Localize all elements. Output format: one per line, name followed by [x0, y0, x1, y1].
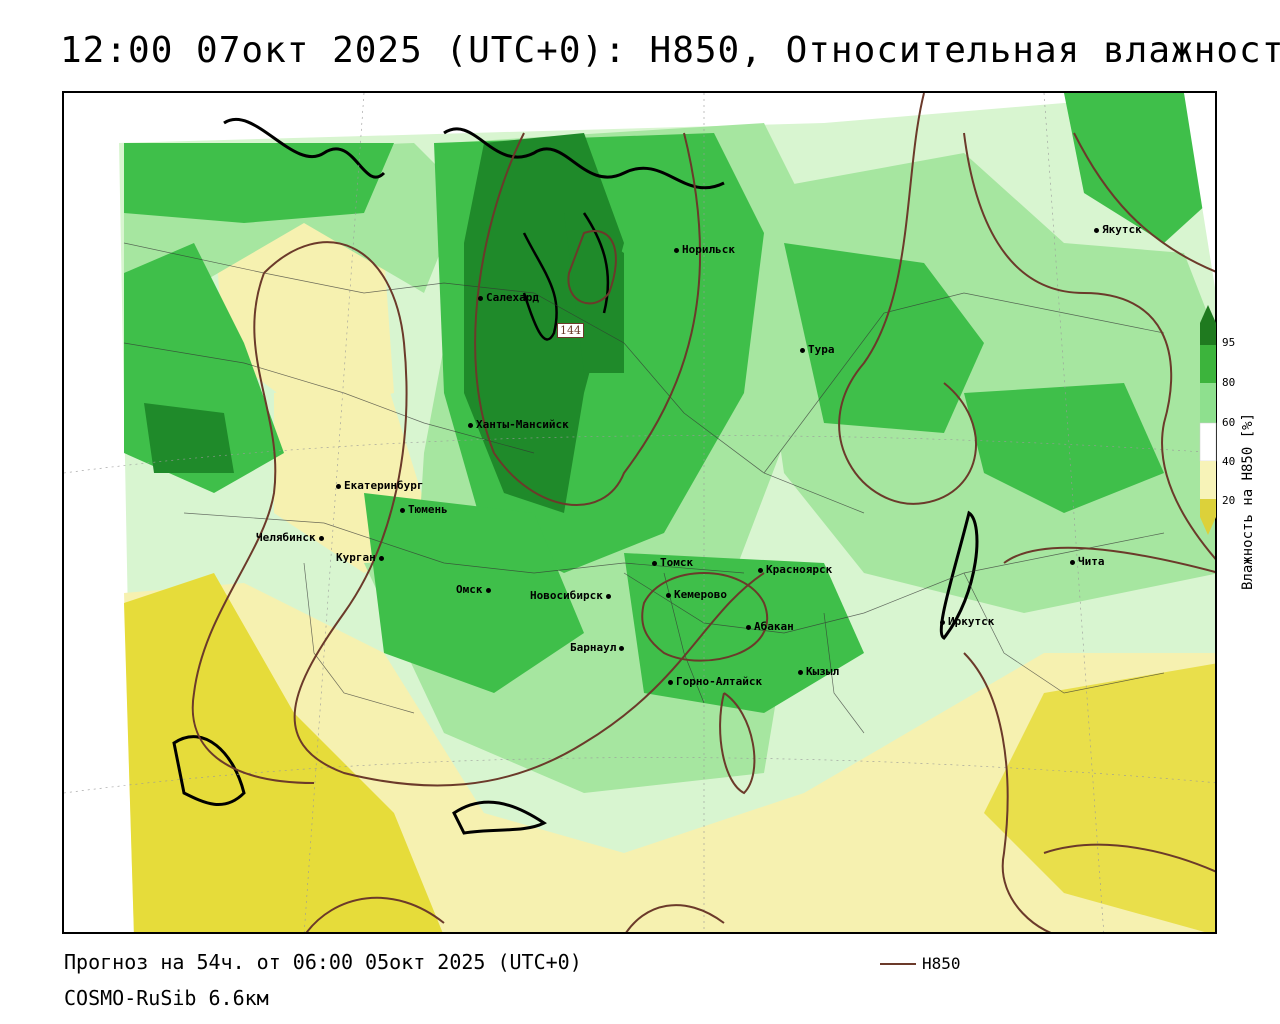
city-label: Омск	[456, 583, 494, 596]
legend-tick: 95	[1222, 336, 1236, 349]
city-label: Красноярск	[758, 563, 832, 576]
map-title: 12:00 07окт 2025 (UTC+0): H850, Относите…	[60, 30, 1280, 71]
contour-legend: H850	[880, 954, 961, 973]
city-label: Абакан	[746, 620, 794, 633]
legend-title: Влажность на H850 [%]	[1240, 412, 1256, 590]
city-label: Тура	[800, 343, 835, 356]
city-label: Екатеринбург	[336, 479, 423, 492]
city-label: Чита	[1070, 555, 1105, 568]
city-label: Томск	[652, 556, 693, 569]
contour-legend-label: H850	[922, 954, 961, 973]
city-label: Салехард	[478, 291, 539, 304]
city-label: Якутск	[1094, 223, 1142, 236]
legend-tick: 60	[1222, 416, 1236, 429]
contour-line-swatch	[880, 962, 916, 965]
contour-value-label: 144	[557, 323, 584, 338]
city-label: Кызыл	[798, 665, 839, 678]
city-label: Челябинск	[256, 531, 327, 544]
city-label: Кемерово	[666, 588, 727, 601]
forecast-info: Прогноз на 54ч. от 06:00 05окт 2025 (UTC…	[64, 950, 582, 974]
city-label: Новосибирск	[530, 589, 614, 602]
city-label: Курган	[336, 551, 387, 564]
city-label: Ханты-Мансийск	[468, 418, 569, 431]
city-label: Барнаул	[570, 641, 627, 654]
city-label: Тюмень	[400, 503, 448, 516]
humidity-field	[64, 93, 1215, 932]
model-name: COSMO-RuSib 6.6км	[64, 986, 269, 1010]
legend-tick: 80	[1222, 376, 1236, 389]
humidity-legend-bar	[1199, 305, 1217, 535]
legend-tick: 20	[1222, 494, 1236, 507]
city-label: Иркутск	[940, 615, 994, 628]
legend-tick: 40	[1222, 455, 1236, 468]
map-area[interactable]: 144 Норильск Якутск Салехард Тура Ханты-…	[62, 91, 1217, 934]
city-label: Норильск	[674, 243, 735, 256]
city-label: Горно-Алтайск	[668, 675, 762, 688]
